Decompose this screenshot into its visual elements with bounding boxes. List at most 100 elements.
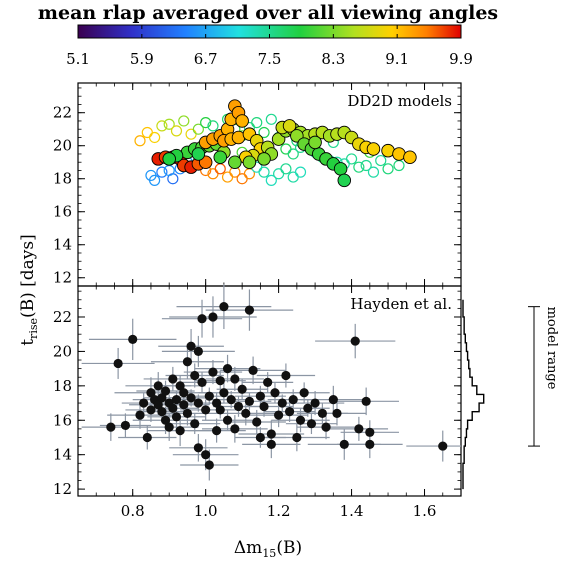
x-tick-label: 1.6: [413, 502, 437, 520]
open-model-marker: [265, 174, 277, 186]
observed-point: [215, 376, 225, 386]
observed-point: [193, 398, 203, 408]
open-model-marker: [280, 143, 292, 155]
colorbar-title: mean rlap averaged over all viewing angl…: [38, 2, 498, 24]
histogram-outline: [462, 299, 485, 490]
side-histogram: [462, 299, 485, 490]
filled-model-marker: [228, 155, 242, 169]
observed-point: [182, 408, 193, 418]
observed-point: [212, 398, 222, 408]
x-tick-label: 1.4: [340, 502, 364, 520]
open-model-marker: [149, 131, 161, 144]
y-tick-label: 16: [53, 203, 72, 221]
observed-point: [113, 358, 123, 369]
open-model-marker: [200, 117, 212, 129]
observed-point: [310, 398, 320, 408]
open-model-marker: [265, 113, 277, 125]
colorbar-tick-label: 8.3: [321, 50, 345, 68]
filled-model-marker: [282, 119, 297, 133]
y-tick-label: 14: [53, 446, 72, 464]
observed-point: [197, 377, 207, 387]
observed-point: [153, 400, 163, 410]
observed-point: [365, 439, 375, 449]
observed-point: [197, 314, 207, 324]
x-tick-label: 0.8: [121, 502, 145, 520]
observed-point: [157, 407, 167, 417]
observed-point: [153, 381, 163, 391]
open-model-marker: [258, 166, 270, 178]
y-tick-label: 18: [53, 170, 72, 188]
model-range-label: model range: [544, 307, 559, 390]
observed-point: [146, 388, 156, 398]
observed-point: [292, 432, 302, 443]
observed-point: [274, 410, 284, 420]
filled-model-marker: [337, 173, 352, 188]
x-axis-label-main: Δm: [234, 538, 262, 557]
observed-point: [128, 334, 138, 344]
observed-point: [222, 364, 233, 374]
open-model-marker: [345, 153, 358, 165]
colorbar-tick-label: 7.5: [258, 50, 282, 68]
observed-point: [164, 422, 174, 432]
open-model-marker: [156, 166, 168, 178]
x-tick-label: 1.0: [194, 502, 218, 520]
open-model-marker: [163, 118, 175, 130]
observed-point: [190, 419, 200, 429]
observed-point: [328, 395, 338, 405]
open-model-marker: [185, 128, 197, 140]
observed-point: [120, 420, 131, 431]
bottom-panel-label: Hayden et al.: [350, 295, 452, 313]
observed-point: [142, 432, 152, 443]
observed-point: [222, 415, 233, 425]
y-tick-label: 20: [53, 342, 72, 360]
y-tick-label: 20: [53, 137, 72, 155]
observed-point: [306, 419, 317, 429]
open-model-marker: [273, 168, 285, 180]
x-axis-label-suffix: (B): [276, 538, 302, 557]
open-model-marker: [236, 173, 248, 185]
y-axis-label-suffix: (B) [days]: [18, 234, 38, 318]
top-open-markers: [134, 113, 405, 186]
filled-model-marker: [242, 155, 257, 169]
observed-point: [361, 396, 371, 406]
observed-point: [175, 425, 185, 436]
y-tick-label: 22: [53, 104, 72, 122]
observed-point: [179, 388, 189, 398]
observed-point: [332, 408, 342, 418]
observed-point: [135, 410, 145, 420]
observed-point: [168, 374, 178, 384]
y-tick-label: 14: [53, 236, 72, 254]
y-tick-label: 12: [53, 269, 72, 287]
open-model-marker: [287, 148, 299, 160]
observed-point: [182, 357, 193, 367]
observed-point: [259, 401, 269, 412]
observed-point: [350, 336, 360, 346]
observed-point: [263, 377, 273, 387]
observed-point: [438, 441, 448, 451]
y-tick-label: 18: [53, 377, 72, 395]
bottom-panel-frame: [77, 285, 462, 497]
observed-point: [175, 381, 185, 391]
open-model-marker: [353, 161, 365, 173]
open-model-marker: [141, 126, 153, 139]
observed-point: [193, 346, 203, 357]
observed-point: [219, 388, 229, 398]
observed-point: [252, 417, 262, 427]
observed-point: [237, 384, 247, 394]
colorbar-tick-label: 5.9: [130, 50, 154, 68]
observed-point: [219, 302, 229, 312]
observed-point: [303, 403, 313, 413]
bottom-axis-ticks: 0.8 1.0 1.2 1.4 1.6 12 14 16 18 20 22: [53, 286, 461, 520]
observed-point: [106, 422, 116, 432]
observed-point: [226, 395, 236, 405]
filled-model-marker: [366, 142, 381, 156]
x-axis-label-sub: 15: [262, 547, 276, 557]
top-panel-label: DD2D models: [347, 92, 452, 110]
open-model-marker: [367, 166, 380, 178]
filled-model-marker: [257, 152, 271, 166]
observed-point: [186, 341, 196, 351]
bottom-data-points: [106, 302, 448, 470]
observed-point: [266, 439, 276, 449]
open-model-marker: [280, 163, 292, 175]
